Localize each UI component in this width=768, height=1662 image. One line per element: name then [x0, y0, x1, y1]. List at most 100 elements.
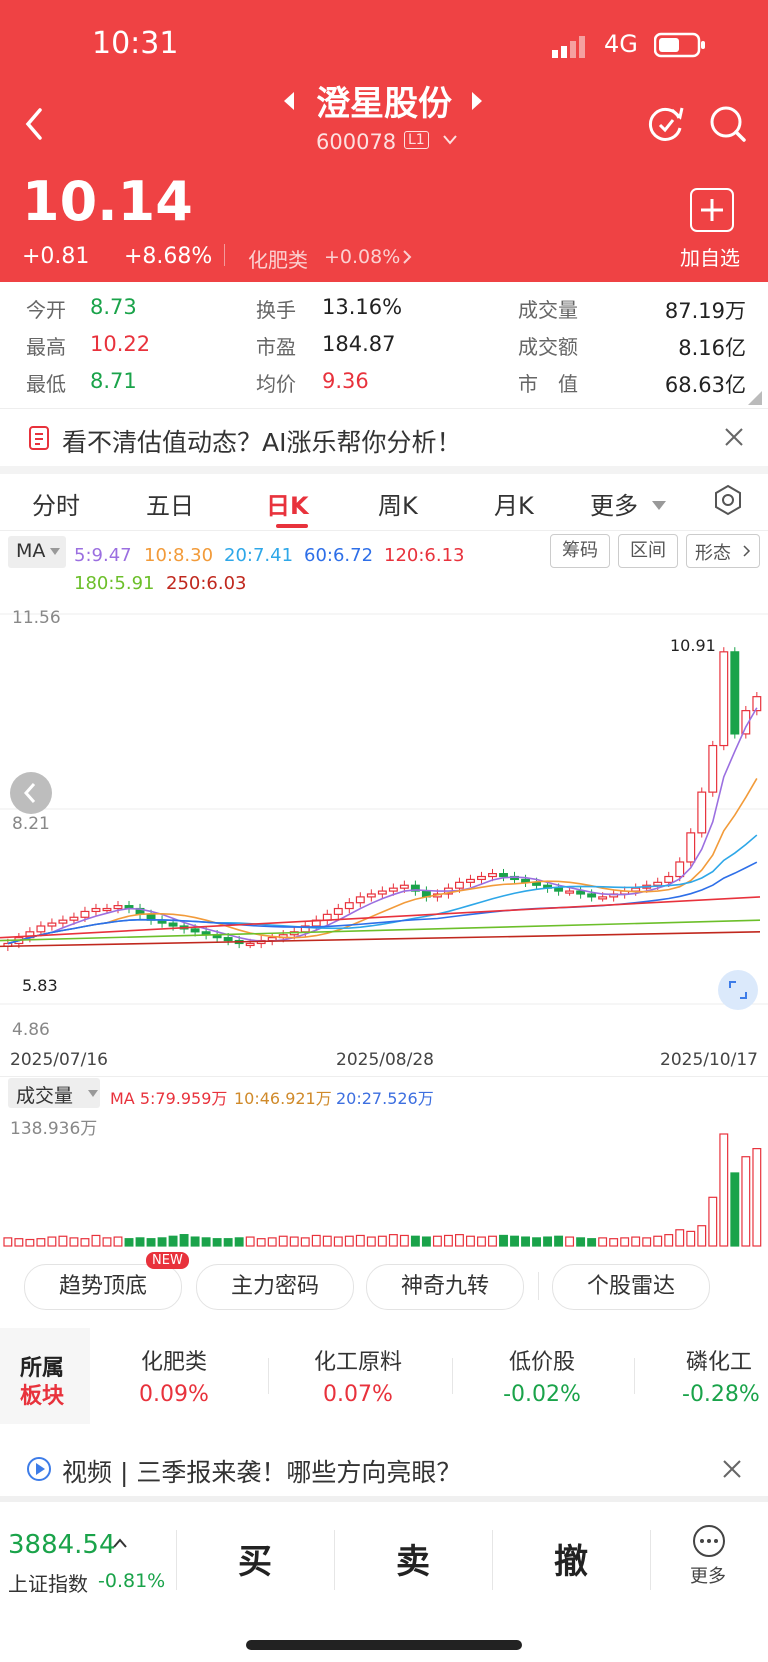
video-close-icon[interactable] — [722, 1459, 742, 1483]
buy-button[interactable]: 买 — [238, 1542, 272, 1582]
tab-wuri[interactable]: 五日 — [146, 492, 194, 520]
stock-radar-button[interactable]: 个股雷达 — [552, 1264, 710, 1310]
volume-bar — [300, 1237, 310, 1247]
volume-bar — [311, 1234, 321, 1247]
sector-link[interactable]: 化肥类 — [248, 248, 308, 272]
price-change: +0.81 — [22, 244, 90, 269]
low-value: 8.71 — [90, 369, 137, 393]
price-change-pct: +8.68% — [124, 244, 213, 269]
magic-nine-button[interactable]: 神奇九转 — [366, 1264, 524, 1310]
settings-icon[interactable] — [712, 484, 744, 520]
more-icon[interactable] — [692, 1524, 726, 1562]
candlestick-chart[interactable] — [0, 604, 768, 1054]
volume-bar — [146, 1238, 156, 1247]
sector-item-lowprice[interactable]: 低价股 -0.02% — [503, 1350, 581, 1407]
volume-bar — [124, 1238, 134, 1247]
play-icon — [26, 1456, 52, 1486]
sector-title-2: 板块 — [20, 1384, 65, 1409]
volume-bar — [741, 1156, 751, 1247]
volume-bar — [377, 1235, 387, 1247]
chevron-right-icon[interactable] — [402, 249, 412, 269]
add-watchlist-button[interactable] — [690, 188, 734, 236]
low-label: 最低 — [26, 372, 66, 396]
back-icon[interactable] — [22, 104, 46, 148]
candle — [366, 889, 376, 902]
document-icon — [28, 425, 50, 455]
trade-footer — [0, 1502, 768, 1662]
tab-more[interactable]: 更多 — [590, 492, 638, 520]
close-icon[interactable] — [724, 427, 744, 451]
x-tick-mid: 2025/08/28 — [336, 1050, 434, 1070]
more-label[interactable]: 更多 — [690, 1566, 726, 1587]
chevron-down-icon[interactable] — [442, 132, 458, 151]
ma120-value: 120:6.13 — [384, 545, 465, 566]
volume-bar — [399, 1234, 409, 1247]
candle — [741, 705, 751, 739]
tab-fenshi[interactable]: 分时 — [32, 492, 80, 520]
pattern-button[interactable]: 形态 — [686, 534, 760, 568]
stock-code: 600078 — [316, 130, 397, 154]
volume-bar — [256, 1238, 266, 1247]
stock-name: 澄星股份 — [316, 84, 452, 124]
candle — [697, 787, 707, 838]
ma180-value: 180:5.91 — [74, 573, 155, 594]
volume-bar — [201, 1237, 211, 1247]
refresh-icon[interactable] — [646, 104, 686, 148]
volume-bar — [708, 1196, 718, 1247]
sell-button[interactable]: 卖 — [396, 1542, 430, 1582]
sector-item-chemical[interactable]: 化工原料 0.07% — [313, 1350, 402, 1407]
volume-bar — [488, 1235, 497, 1247]
scroll-left-button[interactable] — [10, 772, 52, 814]
sector-item-phosphorus[interactable]: 磷化工 -0.28% — [682, 1350, 760, 1407]
candle — [675, 857, 685, 882]
candle — [377, 886, 387, 899]
tab-month-k[interactable]: 月K — [494, 492, 534, 520]
index-value[interactable]: 3884.54 — [8, 1530, 116, 1560]
high-value: 10.22 — [90, 332, 151, 356]
trend-tool-button[interactable]: 趋势顶底 — [24, 1264, 182, 1310]
volume-selector[interactable]: 成交量 — [8, 1078, 100, 1108]
tab-day-k[interactable]: 日K — [266, 492, 309, 520]
expand-corner-icon[interactable] — [748, 390, 762, 409]
video-banner[interactable]: 视频 | 三季报来袭！哪些方向亮眼？ — [0, 1440, 768, 1498]
volume-bar — [609, 1238, 619, 1247]
network-label: 4G — [604, 30, 638, 58]
volume-bar — [521, 1236, 530, 1247]
main-force-label: 主力密码 — [230, 1274, 319, 1299]
volume-chart[interactable] — [0, 1108, 768, 1250]
candle — [102, 903, 112, 914]
volume-value: 87.19万 — [664, 299, 746, 323]
search-icon[interactable] — [708, 104, 748, 148]
fullscreen-icon[interactable] — [718, 970, 758, 1010]
chevron-up-icon[interactable] — [112, 1534, 128, 1553]
ma20-value: 20:7.41 — [224, 545, 294, 566]
signal-icon — [552, 36, 592, 62]
volume-bar — [631, 1236, 641, 1247]
chip-button[interactable]: 筹码 — [550, 534, 610, 568]
volume-bar — [234, 1237, 244, 1247]
add-watchlist-label[interactable]: 加自选 — [680, 246, 740, 270]
volume-bar — [686, 1230, 696, 1247]
ma-long-line — [0, 919, 761, 942]
cancel-order-button[interactable]: 撤 — [554, 1542, 588, 1582]
next-stock-icon[interactable] — [470, 90, 484, 116]
volume-bar — [499, 1234, 508, 1247]
candle — [322, 909, 332, 925]
candle — [410, 880, 420, 896]
ma-selector[interactable]: MA — [8, 536, 66, 568]
caret-down-icon[interactable] — [652, 496, 666, 515]
tab-week-k[interactable]: 周K — [378, 492, 418, 520]
magic-nine-label: 神奇九转 — [400, 1274, 489, 1299]
range-button[interactable]: 区间 — [618, 534, 678, 568]
ai-banner[interactable]: 看不清估值动态？AI涨乐帮你分析！ — [0, 409, 768, 469]
main-force-button[interactable]: 主力密码 — [196, 1264, 354, 1310]
amount-value: 8.16亿 — [678, 336, 746, 360]
volume-ma5: MA 5:79.959万 — [110, 1089, 228, 1108]
ma-line — [7, 707, 758, 945]
candle — [521, 874, 530, 887]
volume-bar — [245, 1236, 255, 1247]
volume-bar — [554, 1235, 564, 1247]
volume-bar — [278, 1235, 288, 1247]
prev-stock-icon[interactable] — [282, 90, 296, 116]
sector-item-fertilizer[interactable]: 化肥类 0.09% — [139, 1350, 209, 1407]
